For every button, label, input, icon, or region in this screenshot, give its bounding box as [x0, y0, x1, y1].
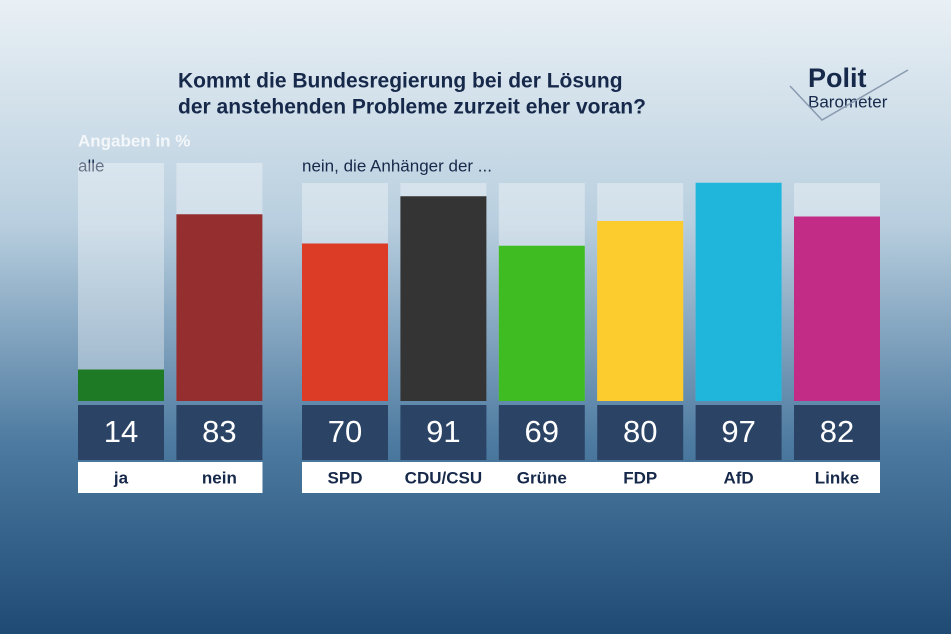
category-label: Linke: [815, 468, 859, 487]
category-box: [794, 462, 880, 493]
category-box: [695, 462, 782, 493]
value-label: 97: [721, 414, 755, 449]
value-box: [695, 405, 782, 460]
value-box: [597, 405, 684, 460]
category-box: [176, 462, 263, 493]
logo: Barometer: [808, 92, 888, 111]
value-box: [78, 405, 164, 460]
category-box: [400, 462, 487, 493]
bar: [695, 182, 782, 401]
value-label: 70: [328, 414, 362, 449]
value-label: 82: [820, 414, 854, 449]
category-strip: [302, 462, 880, 493]
value-box: [794, 405, 880, 460]
value-label: 69: [525, 414, 559, 449]
logo: Polit: [808, 63, 867, 93]
bar: [794, 216, 880, 401]
bar-track: [78, 163, 164, 401]
category-box: [498, 462, 585, 493]
category-box: [302, 462, 388, 493]
bar: [78, 369, 164, 401]
bar: [498, 245, 585, 401]
category-box: [78, 462, 164, 493]
value-label: 83: [202, 414, 236, 449]
category-label: SPD: [328, 468, 363, 487]
category-label: AfD: [723, 468, 753, 487]
value-label: 80: [623, 414, 657, 449]
panel-subtitle: alle: [78, 156, 104, 175]
title-line: Kommt die Bundesregierung bei der Lösung: [178, 70, 623, 93]
bar: [400, 196, 487, 401]
value-box: [302, 405, 388, 460]
value-box: [400, 405, 487, 460]
value-box: [176, 405, 263, 460]
panel-subtitle: nein, die Anhänger der ...: [302, 156, 492, 175]
category-label: nein: [202, 468, 237, 487]
title-line: der anstehenden Probleme zurzeit eher vo…: [178, 96, 646, 119]
bar: [176, 214, 263, 401]
value-label: 14: [104, 414, 138, 449]
bar: [302, 243, 388, 401]
unit-note: Angaben in %: [78, 131, 190, 150]
bar: [597, 221, 684, 401]
value-label: 91: [426, 414, 460, 449]
category-box: [597, 462, 684, 493]
logo-check: [789, 69, 909, 121]
category-label: ja: [113, 468, 129, 487]
category-label: Grüne: [517, 468, 567, 487]
value-box: [498, 405, 585, 460]
category-label: CDU/CSU: [405, 468, 482, 487]
category-label: FDP: [623, 468, 657, 487]
